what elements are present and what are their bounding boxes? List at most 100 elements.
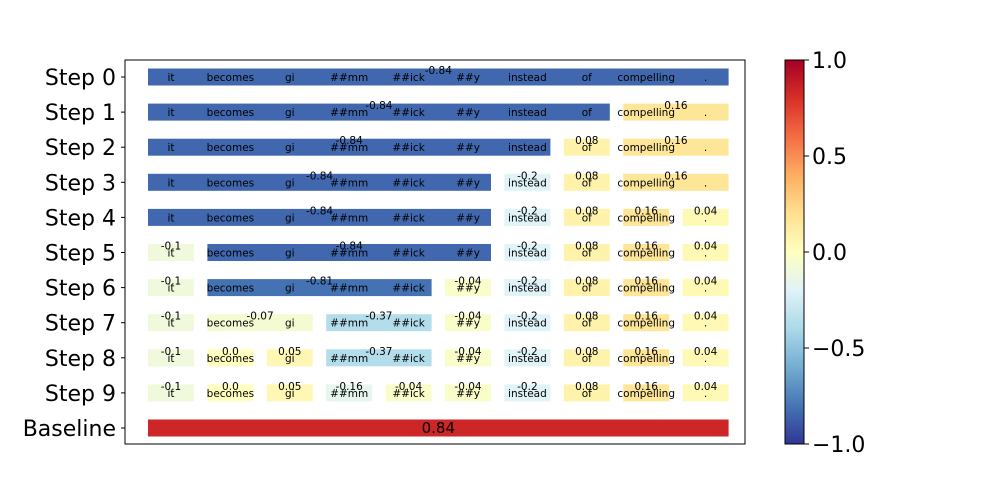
colorbar-tick-label: −0.5 bbox=[812, 337, 865, 362]
token-label: becomes bbox=[207, 212, 254, 224]
row-step-3: it becomes gi ##mm ##ick ##y instead of compelli… bbox=[148, 170, 729, 191]
segment-bar bbox=[623, 314, 670, 332]
segment-bar bbox=[207, 314, 313, 332]
segment-bar bbox=[682, 208, 729, 226]
token-label: instead bbox=[508, 248, 547, 260]
segment-bar bbox=[682, 279, 729, 297]
segment-bar bbox=[207, 349, 254, 367]
segment-bar bbox=[504, 384, 551, 402]
segment-bar bbox=[148, 279, 194, 297]
segment-value-label: -0.84 bbox=[365, 100, 392, 112]
segment-value-label: -0.04 bbox=[454, 381, 481, 393]
segment-value-label: -0.2 bbox=[517, 311, 538, 323]
token-label: instead bbox=[508, 212, 547, 224]
segment-value-label: 0.16 bbox=[635, 346, 659, 358]
token-label: gi bbox=[285, 353, 295, 365]
token-label: gi bbox=[285, 388, 295, 400]
token-label: of bbox=[582, 72, 592, 84]
token-label: ##y bbox=[456, 177, 480, 189]
segment-value-label: -0.1 bbox=[161, 311, 182, 323]
segment-value-label: -0.2 bbox=[517, 346, 538, 358]
segment-bar bbox=[148, 173, 491, 191]
segment-value-label: 0.08 bbox=[575, 346, 598, 358]
segment-value-label: -0.84 bbox=[336, 241, 363, 253]
segment-bar bbox=[207, 384, 254, 402]
token-label: compelling bbox=[617, 353, 675, 365]
token-label: ##mm bbox=[330, 177, 368, 189]
token-label: becomes bbox=[207, 142, 254, 154]
segment-value-label: -0.1 bbox=[161, 241, 182, 253]
segment-value-label: -0.84 bbox=[336, 135, 363, 147]
segment-value-label: -0.37 bbox=[365, 311, 392, 323]
token-label: ##ick bbox=[392, 212, 425, 224]
step-label: Step 6 bbox=[45, 277, 116, 302]
token-label: . bbox=[704, 142, 707, 154]
segment-value-label: 0.16 bbox=[635, 241, 659, 253]
segment-value-label: 0.04 bbox=[694, 241, 718, 253]
segment-value-label: 0.08 bbox=[575, 311, 598, 323]
token-label: instead bbox=[508, 318, 547, 330]
token-label: compelling bbox=[617, 248, 675, 260]
token-label: . bbox=[704, 388, 707, 400]
token-label: ##mm bbox=[330, 353, 368, 365]
token-label: it bbox=[167, 72, 174, 84]
token-label: it bbox=[167, 212, 174, 224]
segment-bar bbox=[682, 314, 729, 332]
segment-value-label: 0.04 bbox=[694, 276, 718, 288]
segment-bar bbox=[148, 244, 194, 261]
segment-value-label: 0.0 bbox=[222, 381, 239, 393]
token-label: instead bbox=[508, 283, 547, 295]
token-label: ##y bbox=[456, 107, 480, 119]
token-label: it bbox=[167, 318, 174, 330]
segment-bar bbox=[148, 384, 194, 402]
token-label: ##mm bbox=[330, 388, 368, 400]
token-label: ##y bbox=[456, 318, 480, 330]
segment-value-label: -0.04 bbox=[454, 346, 481, 358]
row-step-8: it becomes gi ##mm ##ick ##y instead of compelli… bbox=[148, 346, 729, 367]
segment-value-label: -0.2 bbox=[517, 241, 538, 253]
segment-value-label: -0.1 bbox=[161, 346, 182, 358]
segment-bar bbox=[623, 279, 670, 297]
token-label: of bbox=[582, 318, 592, 330]
segment-bar bbox=[148, 208, 491, 226]
colorbar-gradient bbox=[784, 59, 805, 445]
segment-bar bbox=[504, 244, 551, 261]
segment-value-label: 0.08 bbox=[575, 241, 598, 253]
token-label: . bbox=[704, 353, 707, 365]
segment-bar bbox=[504, 279, 551, 297]
token-label: gi bbox=[285, 72, 295, 84]
segment-bar bbox=[385, 384, 432, 402]
segment-bar bbox=[682, 244, 729, 261]
token-label: becomes bbox=[207, 283, 254, 295]
token-label: it bbox=[167, 248, 174, 260]
segment-bar bbox=[623, 244, 670, 261]
token-label: of bbox=[582, 142, 592, 154]
token-label: . bbox=[704, 72, 707, 84]
segment-bar bbox=[504, 208, 551, 226]
token-label: ##mm bbox=[330, 72, 368, 84]
segment-value-label: -0.84 bbox=[306, 170, 333, 182]
token-label: ##ick bbox=[392, 72, 425, 84]
segment-bar bbox=[326, 314, 432, 332]
token-label: compelling bbox=[617, 72, 675, 84]
token-label: becomes bbox=[207, 107, 254, 119]
token-label: becomes bbox=[207, 318, 254, 330]
segment-bar bbox=[148, 103, 610, 121]
token-label: ##mm bbox=[330, 142, 368, 154]
token-label: instead bbox=[508, 72, 547, 84]
token-label: it bbox=[167, 142, 174, 154]
segment-value-label: 0.16 bbox=[635, 205, 659, 217]
segment-value-label: -0.2 bbox=[517, 205, 538, 217]
token-label: it bbox=[167, 107, 174, 119]
segment-bar bbox=[445, 314, 491, 332]
segment-bar bbox=[682, 384, 729, 402]
segment-bar bbox=[445, 349, 491, 367]
token-label: ##y bbox=[456, 212, 480, 224]
step-label: Step 5 bbox=[45, 242, 116, 267]
segment-bar bbox=[623, 384, 670, 402]
segment-value-label: 0.0 bbox=[222, 346, 239, 358]
step-label: Step 4 bbox=[45, 206, 116, 231]
token-label: instead bbox=[508, 107, 547, 119]
step-label: Step 2 bbox=[45, 136, 116, 161]
